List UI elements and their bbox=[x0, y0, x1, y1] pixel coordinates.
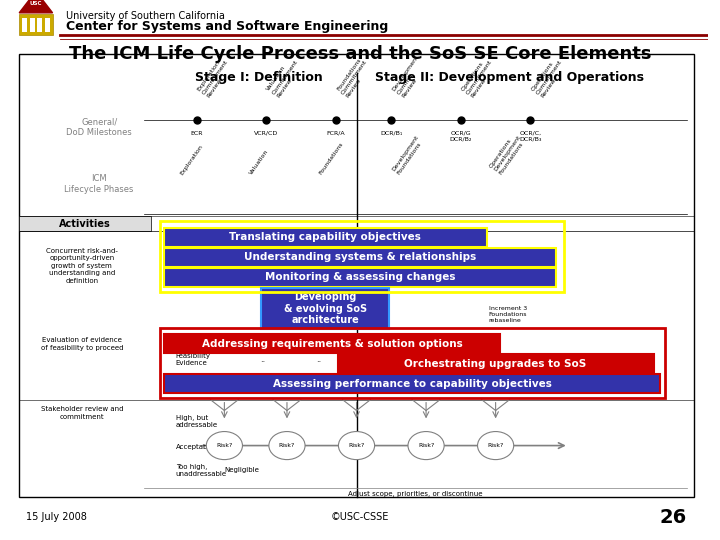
Text: Acceptable: Acceptable bbox=[176, 444, 215, 450]
Text: Adjust scope, priorities, or discontinue: Adjust scope, priorities, or discontinue bbox=[348, 491, 483, 497]
Text: ECR: ECR bbox=[190, 131, 203, 136]
FancyBboxPatch shape bbox=[338, 354, 654, 373]
Text: Risk?: Risk? bbox=[279, 443, 295, 448]
Text: Exploration: Exploration bbox=[179, 144, 204, 176]
Text: Foundations
Commitment
Review: Foundations Commitment Review bbox=[336, 55, 373, 99]
FancyBboxPatch shape bbox=[30, 18, 35, 32]
Text: Feasibility
Evidence: Feasibility Evidence bbox=[176, 353, 211, 366]
FancyBboxPatch shape bbox=[261, 288, 390, 329]
FancyBboxPatch shape bbox=[22, 18, 27, 32]
FancyBboxPatch shape bbox=[164, 267, 556, 287]
Text: Risk?: Risk? bbox=[487, 443, 504, 448]
Text: Activities: Activities bbox=[60, 219, 111, 229]
Text: The ICM Life Cycle Process and the SoS SE Core Elements: The ICM Life Cycle Process and the SoS S… bbox=[68, 45, 652, 63]
Text: General/
DoD Milestones: General/ DoD Milestones bbox=[66, 117, 132, 137]
Text: USC: USC bbox=[30, 1, 42, 5]
Text: Exploration
Commitment
Review: Exploration Commitment Review bbox=[197, 55, 234, 99]
Text: Operations
Development
Foundations: Operations Development Foundations bbox=[489, 131, 526, 176]
Text: Operations
Commitment
Review: Operations Commitment Review bbox=[461, 55, 498, 99]
Text: Negligible: Negligible bbox=[225, 467, 259, 473]
Text: 26: 26 bbox=[660, 508, 687, 527]
Circle shape bbox=[477, 431, 513, 460]
Text: ©USC-CSSE: ©USC-CSSE bbox=[330, 512, 390, 522]
FancyBboxPatch shape bbox=[164, 247, 556, 267]
Text: Assessing performance to capability objectives: Assessing performance to capability obje… bbox=[273, 379, 552, 388]
Text: Stakeholder review and
commitment: Stakeholder review and commitment bbox=[40, 407, 123, 420]
Text: FCR/A: FCR/A bbox=[326, 131, 345, 136]
Text: High, but
addressable: High, but addressable bbox=[176, 415, 218, 428]
Text: Foundations: Foundations bbox=[318, 141, 344, 176]
Text: Stage I: Definition: Stage I: Definition bbox=[195, 71, 323, 84]
Text: Center for Systems and Software Engineering: Center for Systems and Software Engineer… bbox=[66, 20, 389, 33]
Text: OCR/G
DCR/B₂: OCR/G DCR/B₂ bbox=[450, 131, 472, 142]
FancyBboxPatch shape bbox=[164, 227, 487, 247]
FancyBboxPatch shape bbox=[19, 55, 694, 497]
Text: Monitoring & assessing changes: Monitoring & assessing changes bbox=[265, 272, 455, 282]
Text: Increment 1
baseline: Increment 1 baseline bbox=[430, 230, 468, 240]
Text: Increment 1: Increment 1 bbox=[430, 252, 468, 256]
Text: Risk?: Risk? bbox=[418, 443, 434, 448]
Text: Increment 3
Foundations
rebaseline: Increment 3 Foundations rebaseline bbox=[489, 306, 527, 323]
FancyBboxPatch shape bbox=[37, 18, 42, 32]
Text: Concurrent risk-and-
opportunity-driven
growth of system
understanding and
defin: Concurrent risk-and- opportunity-driven … bbox=[46, 248, 118, 284]
FancyBboxPatch shape bbox=[164, 374, 660, 393]
Text: Too high,
unaddressable: Too high, unaddressable bbox=[176, 464, 227, 477]
FancyBboxPatch shape bbox=[45, 18, 50, 32]
Text: Operations
Commitment
Review: Operations Commitment Review bbox=[531, 55, 567, 99]
Text: Evaluation of evidence
of feasibility to proceed: Evaluation of evidence of feasibility to… bbox=[40, 338, 123, 351]
Text: Risk?: Risk? bbox=[216, 443, 233, 448]
Text: Valuation: Valuation bbox=[248, 149, 270, 176]
Text: Development
Foundations: Development Foundations bbox=[391, 135, 425, 176]
Text: Translating capability objectives: Translating capability objectives bbox=[229, 232, 421, 242]
Text: Stage II: Development and Operations: Stage II: Development and Operations bbox=[375, 71, 644, 84]
Text: Valuation
Commitment
Review: Valuation Commitment Review bbox=[266, 55, 303, 99]
Text: University of Southern California: University of Southern California bbox=[66, 10, 225, 21]
Circle shape bbox=[338, 431, 374, 460]
Polygon shape bbox=[19, 0, 53, 13]
FancyBboxPatch shape bbox=[19, 216, 151, 231]
Text: OCR/C,
DCR/B₃: OCR/C, DCR/B₃ bbox=[519, 131, 541, 142]
FancyBboxPatch shape bbox=[164, 334, 500, 353]
Circle shape bbox=[269, 431, 305, 460]
Text: Developing
& evolving SoS
architecture: Developing & evolving SoS architecture bbox=[284, 292, 366, 325]
Circle shape bbox=[207, 431, 243, 460]
Circle shape bbox=[408, 431, 444, 460]
Text: Addressing requirements & solution options: Addressing requirements & solution optio… bbox=[202, 339, 462, 349]
Text: Development
Commit
Review: Development Commit Review bbox=[391, 55, 429, 99]
Text: ICM
Lifecycle Phases: ICM Lifecycle Phases bbox=[65, 174, 134, 194]
Text: ..: .. bbox=[315, 355, 321, 364]
Text: Understanding systems & relationships: Understanding systems & relationships bbox=[244, 252, 476, 262]
Text: DCR/B₁: DCR/B₁ bbox=[380, 131, 402, 136]
FancyBboxPatch shape bbox=[19, 14, 53, 36]
Text: Risk?: Risk? bbox=[348, 443, 365, 448]
Text: VCR/CD: VCR/CD bbox=[254, 131, 278, 136]
Text: Orchestrating upgrades to SoS: Orchestrating upgrades to SoS bbox=[405, 359, 587, 369]
Text: 15 July 2008: 15 July 2008 bbox=[26, 512, 87, 522]
Text: ..: .. bbox=[260, 355, 265, 364]
